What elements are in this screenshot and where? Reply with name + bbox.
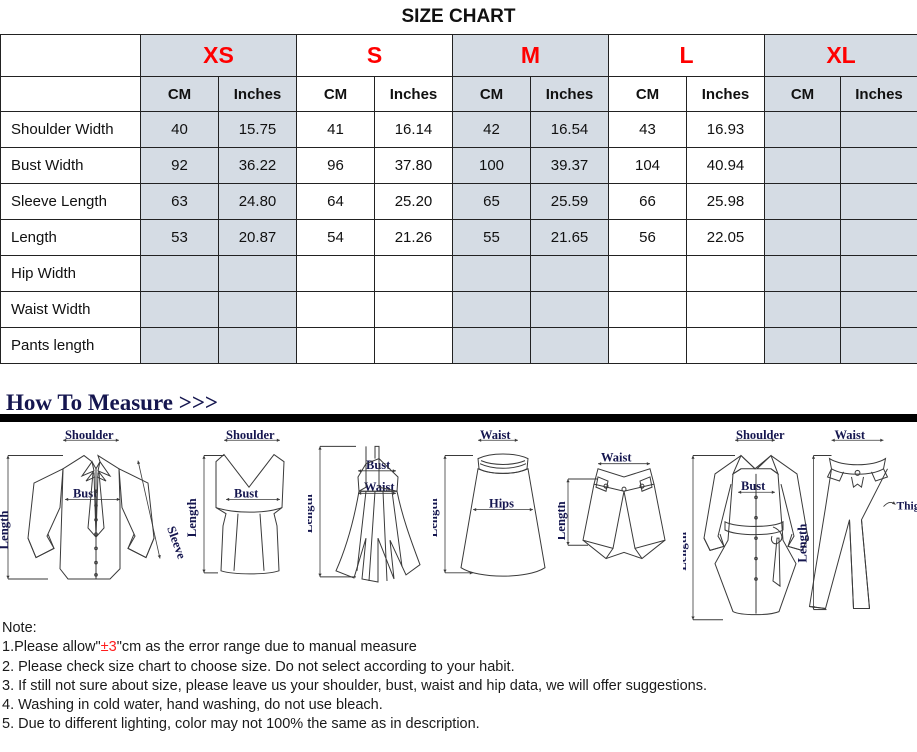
svg-text:Hips: Hips	[489, 496, 514, 510]
svg-text:Shoulder: Shoulder	[226, 428, 275, 442]
svg-text:Length: Length	[308, 494, 315, 533]
svg-text:Length: Length	[433, 498, 440, 537]
svg-text:Length: Length	[0, 511, 11, 550]
svg-text:Length: Length	[185, 498, 199, 537]
svg-text:Waist: Waist	[835, 428, 866, 442]
svg-text:Waist: Waist	[480, 428, 511, 442]
svg-text:Waist: Waist	[601, 451, 632, 465]
svg-text:Bust: Bust	[234, 486, 259, 500]
svg-text:Length: Length	[558, 501, 568, 540]
svg-text:Thigh: Thigh	[897, 500, 917, 513]
svg-text:Shoulder: Shoulder	[736, 428, 785, 442]
svg-text:Bust: Bust	[741, 479, 766, 493]
svg-text:Shoulder: Shoulder	[65, 428, 114, 442]
svg-text:Length: Length	[796, 524, 810, 563]
svg-text:Length: Length	[683, 532, 689, 571]
